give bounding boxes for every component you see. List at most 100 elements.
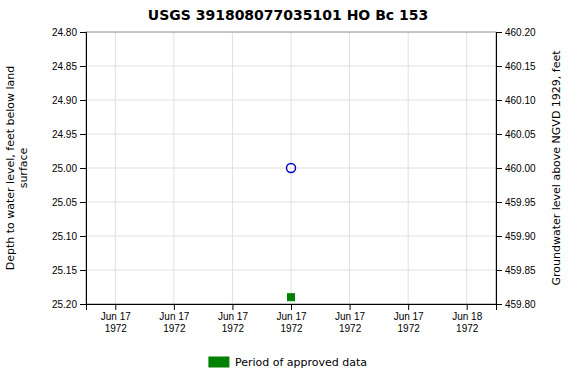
tick-mark — [80, 202, 86, 203]
tick-label: 460.00 — [505, 163, 536, 174]
axis-line — [80, 33, 87, 305]
tick: 25.00 — [52, 163, 86, 174]
tick-mark — [496, 236, 502, 237]
tick-label: 460.10 — [505, 95, 536, 106]
tick-label-line: Jun 17 — [394, 311, 424, 322]
grid-line — [232, 32, 233, 304]
tick: 459.85 — [496, 265, 536, 276]
tick-mark — [80, 100, 86, 101]
chart: USGS 391808077035101 HO Bc 153Jun 171972… — [0, 0, 576, 384]
axis-title-line: Depth to water level, feet below land — [4, 66, 17, 271]
tick-mark — [174, 304, 175, 310]
tick-label: 25.10 — [52, 231, 77, 242]
y-axis: 24.80 24.85 24.90 24.95 25.00 25.05 25.10 25.15… — [52, 27, 87, 310]
axis-line — [87, 305, 497, 311]
legend-item: Period of approved data — [209, 356, 367, 369]
tick-label: Jun 181972 — [452, 311, 482, 334]
tick-label-line: Jun 18 — [452, 311, 482, 322]
tick-mark — [467, 304, 468, 310]
tick-label-line: 1972 — [163, 323, 186, 334]
y-axis-title: Depth to water level, feet below landsur… — [4, 66, 30, 271]
axis-line — [497, 33, 503, 305]
tick: 24.85 — [52, 61, 86, 72]
tick-label: 460.20 — [505, 27, 536, 38]
grid — [86, 32, 496, 304]
grid-line — [349, 32, 350, 304]
legend: Period of approved data — [209, 356, 367, 369]
tick-mark — [496, 66, 502, 67]
tick-label-line: 1972 — [456, 323, 479, 334]
tick: 459.95 — [496, 197, 536, 208]
tick-mark — [232, 304, 233, 310]
marks — [287, 164, 296, 301]
tick-label-line: Jun 17 — [159, 311, 189, 322]
tick-label: 24.85 — [52, 61, 77, 72]
tick: Jun 171972 — [276, 304, 306, 334]
tick: 24.80 — [52, 27, 86, 38]
tick: Jun 171972 — [218, 304, 248, 334]
tick-mark — [496, 32, 502, 33]
grid-line — [408, 32, 409, 304]
point — [288, 294, 295, 301]
tick-label-line: 1972 — [222, 323, 245, 334]
tick-mark — [80, 32, 86, 33]
plot-frame — [86, 32, 496, 304]
tick-label-line: Jun 17 — [335, 311, 365, 322]
tick-mark — [496, 168, 502, 169]
tick-label: 459.85 — [505, 265, 536, 276]
tick-label: 25.05 — [52, 197, 77, 208]
tick-label-line: Jun 17 — [276, 311, 306, 322]
tick-label: 25.20 — [52, 299, 77, 310]
tick-mark — [496, 100, 502, 101]
point — [287, 164, 296, 173]
tick-label: 460.15 — [505, 61, 536, 72]
tick-label: Jun 171972 — [394, 311, 424, 334]
tick-label: 459.80 — [505, 299, 536, 310]
tick-mark — [496, 202, 502, 203]
tick-mark — [80, 168, 86, 169]
tick: 460.15 — [496, 61, 536, 72]
plot: Jun 171972Jun 171972Jun 171972Jun 171972… — [4, 27, 563, 334]
grid-line — [466, 32, 467, 304]
grid-line — [115, 32, 116, 304]
tick: 25.05 — [52, 197, 86, 208]
tick-mark — [80, 66, 86, 67]
tick-mark — [496, 304, 502, 305]
tick-label: 24.80 — [52, 27, 77, 38]
tick-label-line: Jun 17 — [218, 311, 248, 322]
tick-label: Jun 171972 — [101, 311, 131, 334]
tick: Jun 181972 — [452, 304, 482, 334]
tick-mark — [80, 270, 86, 271]
tick-mark — [291, 304, 292, 310]
tick: Jun 171972 — [159, 304, 189, 334]
legend-label: Period of approved data — [235, 356, 367, 369]
tick-label: 25.15 — [52, 265, 77, 276]
tick-label: Jun 171972 — [276, 311, 306, 334]
tick-label: 459.90 — [505, 231, 536, 242]
series — [287, 164, 296, 173]
tick: 25.15 — [52, 265, 86, 276]
tick-label-line: 1972 — [398, 323, 421, 334]
tick-label-line: Jun 17 — [101, 311, 131, 322]
tick: 25.20 — [52, 299, 86, 310]
tick: 24.95 — [52, 129, 86, 140]
tick-label: Jun 171972 — [335, 311, 365, 334]
tick-label: 460.05 — [505, 129, 536, 140]
tick-label: Jun 171972 — [159, 311, 189, 334]
tick-label: 24.95 — [52, 129, 77, 140]
tick-label-line: 1972 — [105, 323, 128, 334]
tick: Jun 171972 — [394, 304, 424, 334]
tick-mark — [115, 304, 116, 310]
tick-mark — [496, 134, 502, 135]
tick: Jun 171972 — [335, 304, 365, 334]
tick: 460.05 — [496, 129, 536, 140]
tick-label-line: 1972 — [280, 323, 303, 334]
tick-label: 459.95 — [505, 197, 536, 208]
legend-swatch — [209, 357, 229, 367]
tick-label-line: 1972 — [339, 323, 362, 334]
axis-title-line: surface — [17, 147, 30, 188]
tick: 24.90 — [52, 95, 86, 106]
tick-mark — [80, 236, 86, 237]
tick-mark — [350, 304, 351, 310]
x-axis: Jun 171972Jun 171972Jun 171972Jun 171972… — [87, 304, 497, 334]
